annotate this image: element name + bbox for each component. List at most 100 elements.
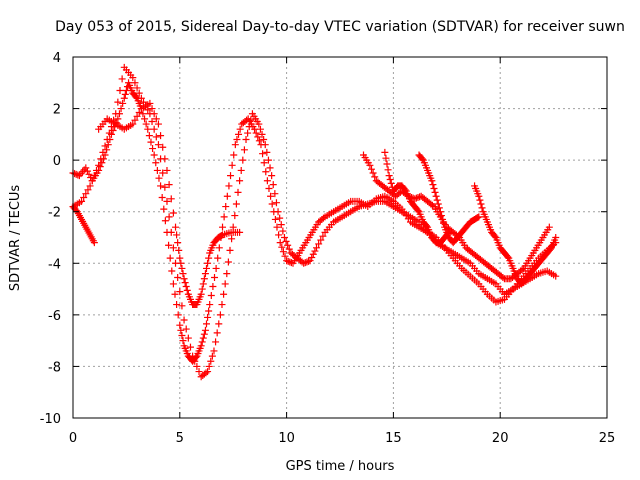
- data-point: [144, 125, 152, 133]
- data-point: [279, 248, 287, 256]
- data-point: [418, 155, 426, 163]
- data-point: [215, 320, 223, 328]
- data-point: [432, 192, 440, 200]
- data-point: [176, 321, 184, 329]
- data-point: [478, 204, 486, 212]
- data-point: [200, 330, 208, 338]
- data-point: [254, 133, 262, 141]
- data-point: [174, 311, 182, 319]
- data-point: [303, 258, 311, 266]
- data-point: [232, 200, 240, 208]
- data-point: [433, 196, 441, 204]
- data-point: [285, 245, 293, 253]
- data-point: [87, 174, 95, 182]
- data-point: [163, 197, 171, 205]
- data-point: [222, 203, 230, 211]
- data-point: [133, 84, 141, 92]
- data-point: [177, 259, 185, 267]
- data-point: [545, 223, 553, 231]
- data-point: [428, 201, 436, 209]
- data-point: [278, 243, 286, 251]
- data-point: [225, 182, 233, 190]
- data-point: [260, 136, 268, 144]
- data-point: [552, 234, 560, 241]
- data-point: [212, 338, 220, 346]
- data-point: [371, 173, 379, 181]
- data-point: [245, 123, 253, 131]
- data-point: [191, 357, 199, 365]
- data-point: [437, 212, 445, 220]
- data-point: [205, 307, 213, 315]
- data-point: [219, 223, 227, 231]
- data-point: [118, 75, 126, 83]
- y-tick-label: 4: [53, 51, 61, 66]
- data-point: [260, 159, 268, 167]
- data-point: [103, 146, 111, 154]
- data-point: [211, 273, 219, 281]
- data-point: [157, 132, 165, 140]
- data-point: [237, 166, 245, 174]
- data-point: [230, 151, 238, 159]
- data-point: [114, 98, 122, 106]
- data-point: [195, 368, 203, 376]
- data-point: [263, 148, 271, 156]
- data-point: [169, 209, 177, 217]
- data-point: [236, 228, 244, 236]
- data-point: [387, 179, 395, 187]
- data-point: [150, 110, 158, 118]
- data-point: [173, 301, 181, 309]
- data-point: [280, 234, 288, 241]
- data-point: [177, 326, 185, 334]
- data-point: [306, 257, 314, 265]
- data-point: [121, 90, 129, 98]
- data-point: [165, 213, 173, 221]
- data-point: [161, 217, 169, 225]
- y-tick-label: -2: [48, 206, 61, 221]
- data-point: [476, 196, 484, 204]
- data-point: [204, 313, 212, 321]
- data-point: [90, 172, 98, 180]
- data-point: [284, 241, 292, 249]
- data-point: [268, 172, 276, 180]
- data-point: [258, 130, 266, 138]
- data-point: [236, 125, 244, 133]
- y-axis-label: SDTVAR / TECUs: [8, 185, 23, 292]
- data-point: [251, 125, 259, 133]
- data-point: [244, 129, 252, 137]
- data-point: [300, 259, 308, 267]
- data-point: [109, 126, 117, 134]
- data-point: [152, 115, 160, 123]
- data-point: [135, 108, 143, 116]
- data-point: [178, 331, 186, 339]
- data-point: [179, 270, 187, 278]
- data-point: [92, 166, 100, 174]
- data-point: [174, 273, 182, 281]
- data-point: [182, 282, 190, 290]
- data-point: [148, 105, 156, 113]
- data-point: [319, 214, 327, 222]
- data-point: [178, 264, 186, 272]
- data-point: [154, 141, 162, 149]
- chart-title: Day 053 of 2015, Sidereal Day-to-day VTE…: [55, 19, 625, 35]
- data-point: [176, 288, 184, 296]
- data-point: [228, 161, 236, 169]
- data-point: [227, 172, 235, 180]
- data-point: [159, 169, 167, 177]
- data-point: [71, 170, 79, 178]
- data-point: [499, 273, 507, 281]
- data-point: [207, 357, 215, 365]
- data-point: [384, 166, 392, 174]
- data-point: [271, 190, 279, 198]
- data-point: [148, 117, 156, 125]
- data-point: [477, 200, 485, 208]
- data-point: [205, 254, 213, 262]
- data-point: [217, 232, 225, 240]
- series-track-5: [359, 151, 553, 283]
- data-point: [201, 270, 209, 278]
- data-point: [475, 192, 483, 200]
- data-point: [218, 301, 226, 309]
- data-point: [213, 329, 221, 337]
- data-point: [220, 213, 228, 221]
- data-point: [221, 280, 229, 288]
